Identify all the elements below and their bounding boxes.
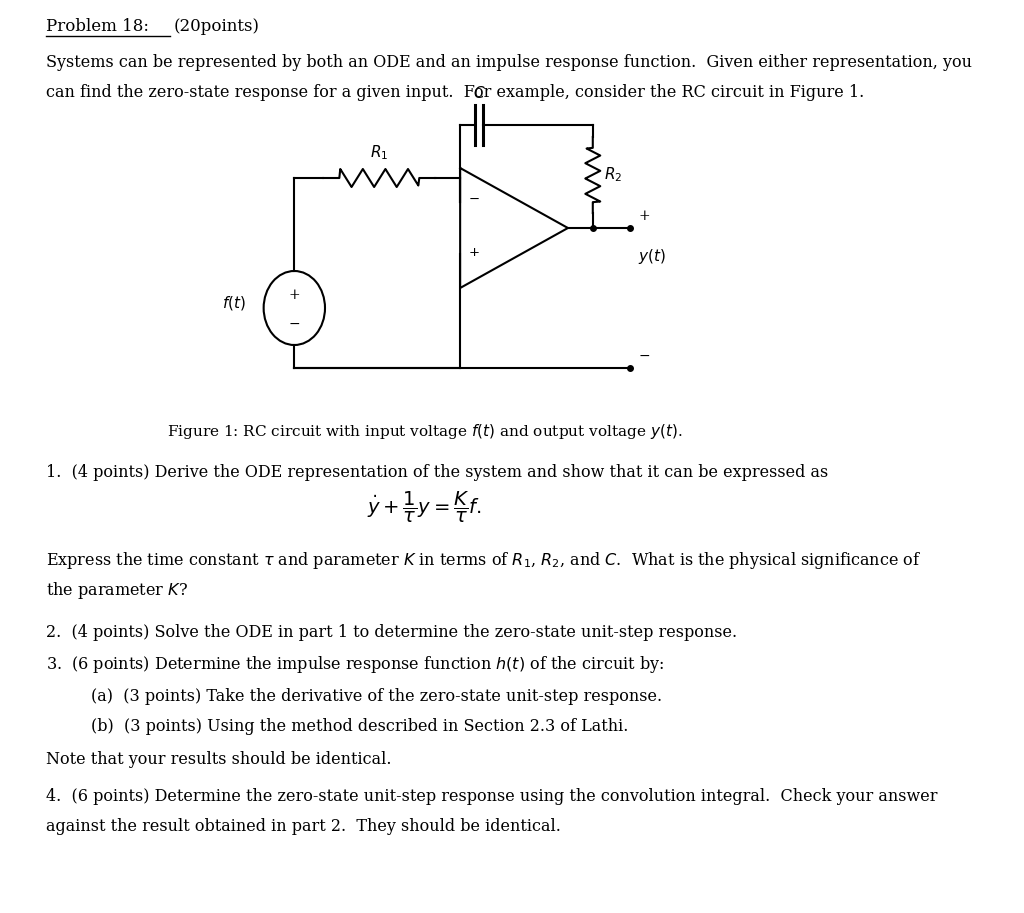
Text: the parameter $K$?: the parameter $K$? bbox=[46, 580, 187, 601]
Text: −: − bbox=[468, 194, 479, 206]
Text: 2.  (4 points) Solve the ODE in part 1 to determine the zero-state unit-step res: 2. (4 points) Solve the ODE in part 1 to… bbox=[46, 624, 736, 641]
Text: $f(t)$: $f(t)$ bbox=[222, 294, 246, 312]
Text: $C$: $C$ bbox=[473, 85, 485, 101]
Text: −: − bbox=[289, 317, 300, 331]
Text: Problem 18:: Problem 18: bbox=[46, 18, 148, 35]
Text: 3.  (6 points) Determine the impulse response function $h(t)$ of the circuit by:: 3. (6 points) Determine the impulse resp… bbox=[46, 654, 664, 675]
Text: (a)  (3 points) Take the derivative of the zero-state unit-step response.: (a) (3 points) Take the derivative of th… bbox=[91, 688, 663, 705]
Text: (b)  (3 points) Using the method described in Section 2.3 of Lathi.: (b) (3 points) Using the method describe… bbox=[91, 718, 629, 735]
Text: +: + bbox=[638, 209, 650, 223]
Text: $y(t)$: $y(t)$ bbox=[638, 247, 667, 266]
Text: $R_2$: $R_2$ bbox=[603, 165, 622, 184]
Text: against the result obtained in part 2.  They should be identical.: against the result obtained in part 2. T… bbox=[46, 818, 560, 835]
Text: (20points): (20points) bbox=[174, 18, 260, 35]
Text: Figure 1: RC circuit with input voltage $f(t)$ and output voltage $y(t)$.: Figure 1: RC circuit with input voltage … bbox=[167, 422, 682, 441]
Text: $R_1$: $R_1$ bbox=[370, 143, 388, 162]
Text: +: + bbox=[289, 288, 300, 302]
Text: 1.  (4 points) Derive the ODE representation of the system and show that it can : 1. (4 points) Derive the ODE representat… bbox=[46, 464, 827, 481]
Text: can find the zero-state response for a given input.  For example, consider the R: can find the zero-state response for a g… bbox=[46, 84, 864, 101]
Text: +: + bbox=[468, 246, 479, 259]
Text: Systems can be represented by both an ODE and an impulse response function.  Giv: Systems can be represented by both an OD… bbox=[46, 54, 972, 71]
Text: 4.  (6 points) Determine the zero-state unit-step response using the convolution: 4. (6 points) Determine the zero-state u… bbox=[46, 788, 937, 805]
Text: $\dot{y} + \dfrac{1}{\tau}y = \dfrac{K}{\tau}f.$: $\dot{y} + \dfrac{1}{\tau}y = \dfrac{K}{… bbox=[368, 490, 481, 525]
Text: Note that your results should be identical.: Note that your results should be identic… bbox=[46, 751, 391, 768]
Text: Express the time constant $\tau$ and parameter $K$ in terms of $R_1$, $R_2$, and: Express the time constant $\tau$ and par… bbox=[46, 550, 921, 571]
Text: −: − bbox=[638, 349, 650, 363]
